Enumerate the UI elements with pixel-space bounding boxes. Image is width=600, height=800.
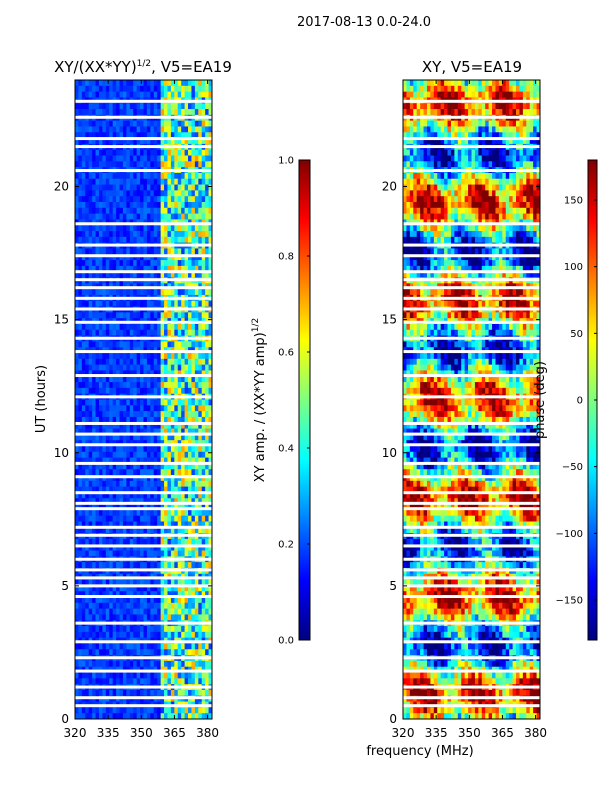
x-tick-label: 380 [524,726,547,740]
left-y-ticks: 0 5 10 15 20 [54,180,212,726]
colorbar-tick-label: 0.0 [278,636,294,647]
x-tick-label: 320 [64,726,87,740]
y-tick-label: 5 [389,579,397,593]
left-colorbar-gradient [298,159,311,641]
left-panel-title: XY/(XX*YY)1/2, V5=EA19 [54,58,232,76]
x-tick-label: 335 [425,726,448,740]
colorbar-tick-label: −50 [562,462,583,473]
left-axes-frame [74,79,213,720]
colorbar-tick-label: 0.2 [278,540,294,551]
left-colorbar-ticks: 0.0 0.2 0.4 0.6 0.8 1.0 [278,156,310,647]
right-colorbar-ticks: −150 −100 −50 0 50 100 150 [556,196,597,607]
right-x-ticks: 320 335 350 365 380 [392,80,547,740]
y-tick-label: 15 [54,313,69,327]
colorbar-tick-label: 0.4 [278,444,294,455]
colorbar-tick-label: 100 [564,262,583,273]
right-axes-frame [402,79,541,720]
colorbar-tick-label: 0.6 [278,348,294,359]
right-y-ticks: 0 5 10 15 20 [382,180,540,726]
colorbar-tick-label: 50 [570,329,583,340]
shared-xlabel: frequency (MHz) [366,744,473,759]
left-heatmap [75,80,213,720]
colorbar-tick-label: −150 [556,596,583,607]
right-colorbar-label: phase (deg) [533,361,548,439]
y-tick-label: 20 [54,180,69,194]
x-tick-label: 365 [491,726,514,740]
x-tick-label: 350 [458,726,481,740]
y-tick-label: 0 [389,712,397,726]
suptitle: 2017-08-13 0.0-24.0 [297,15,431,30]
colorbar-tick-label: 150 [564,196,583,207]
right-colorbar: −150 −100 −50 0 50 100 150 phase (deg) [533,159,598,641]
x-tick-label: 350 [130,726,153,740]
left-x-ticks: 320 335 350 365 380 [64,80,219,740]
left-panel: XY/(XX*YY)1/2, V5=EA19 320 335 350 365 380 0… [34,58,232,740]
x-tick-label: 380 [196,726,219,740]
y-tick-label: 15 [382,313,397,327]
y-tick-label: 5 [61,579,69,593]
right-heatmap [403,80,541,720]
y-tick-label: 20 [382,180,397,194]
y-tick-label: 10 [54,446,69,460]
right-panel: XY, V5=EA19 320 335 350 365 380 0 5 10 15 20 [382,58,547,740]
left-ylabel: UT (hours) [34,365,49,433]
colorbar-tick-label: 1.0 [278,156,294,167]
y-tick-label: 10 [382,446,397,460]
x-tick-label: 365 [163,726,186,740]
left-colorbar-label: XY amp. / (XX*YY amp)1/2 [251,318,268,482]
colorbar-tick-label: −100 [556,529,583,540]
x-tick-label: 320 [392,726,415,740]
left-colorbar: 0.0 0.2 0.4 0.6 0.8 1.0 XY amp. / (XX*YY amp)… [251,156,311,647]
x-tick-label: 335 [97,726,120,740]
colorbar-tick-label: 0 [577,396,583,407]
y-tick-label: 0 [61,712,69,726]
colorbar-tick-label: 0.8 [278,252,294,263]
right-panel-title: XY, V5=EA19 [422,58,522,76]
